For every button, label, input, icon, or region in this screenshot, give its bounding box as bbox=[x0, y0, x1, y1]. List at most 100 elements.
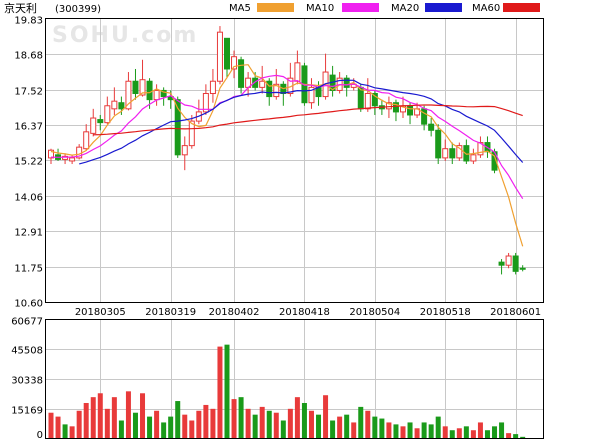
volume-y-tick-label: 45508 bbox=[11, 346, 43, 357]
volume-bar-up bbox=[308, 410, 314, 438]
candle-up bbox=[48, 149, 54, 159]
candle-down bbox=[146, 80, 153, 101]
candle-down bbox=[371, 93, 378, 107]
ma60-line bbox=[93, 104, 523, 136]
volume-bar-up bbox=[189, 420, 195, 438]
stock-name: 京天利 bbox=[4, 1, 37, 15]
candle-up bbox=[62, 155, 69, 160]
volume-bar-up bbox=[111, 397, 117, 438]
ma10-line bbox=[50, 74, 524, 200]
volume-bar-down bbox=[463, 426, 469, 438]
candle-up bbox=[231, 56, 238, 70]
candle-up bbox=[477, 142, 484, 156]
volume-bar-up bbox=[196, 410, 202, 438]
candle-up bbox=[209, 80, 216, 95]
volume-bar-down bbox=[407, 422, 413, 438]
legend-ma60-swatch bbox=[503, 3, 540, 12]
volume-bar-up bbox=[97, 393, 103, 438]
volume-bar-up bbox=[125, 391, 131, 438]
price-y-tick-label: 15.22 bbox=[14, 157, 43, 168]
volume-grid bbox=[46, 320, 543, 438]
date-tick-label: 20180518 bbox=[420, 307, 471, 318]
candle-down bbox=[357, 86, 364, 110]
candle-down bbox=[449, 148, 456, 159]
volume-bar-down bbox=[484, 430, 490, 438]
date-tick-label: 20180319 bbox=[145, 307, 196, 318]
volume-bar-down bbox=[301, 402, 307, 438]
volume-panel-frame bbox=[45, 319, 544, 439]
volume-bar-up bbox=[83, 402, 89, 438]
volume-bar-up bbox=[231, 399, 237, 438]
candle-up bbox=[153, 89, 160, 101]
volume-bar-up bbox=[48, 412, 54, 438]
candle-up bbox=[216, 31, 223, 82]
price-y-axis: 19.83 18.68 17.52 16.37 15.22 14.06 12.91 11.75… bbox=[14, 16, 43, 310]
volume-bar-down bbox=[358, 406, 364, 438]
volume-bar-up bbox=[337, 416, 343, 438]
volume-bar-up bbox=[182, 414, 188, 438]
volume-bar-up bbox=[154, 410, 160, 438]
price-y-tick-label: 16.37 bbox=[14, 122, 43, 133]
ma-lines bbox=[50, 64, 524, 247]
volume-bar-up bbox=[470, 430, 476, 438]
volume-bar-up bbox=[456, 428, 462, 438]
candle-up bbox=[273, 83, 280, 98]
ma5-line bbox=[50, 64, 524, 247]
candle-down bbox=[435, 129, 442, 159]
candle-up bbox=[111, 100, 118, 110]
volume-bar-down bbox=[393, 424, 399, 438]
volume-bar-down bbox=[330, 420, 336, 438]
volume-bar-up bbox=[506, 433, 512, 438]
volume-bar-up bbox=[442, 426, 448, 438]
candle-down bbox=[266, 80, 273, 98]
price-y-tick-label: 11.75 bbox=[14, 264, 43, 275]
volume-bar-down bbox=[168, 416, 174, 438]
candle-up bbox=[456, 145, 463, 159]
volume-bar-down bbox=[252, 414, 258, 438]
candle-down bbox=[512, 255, 519, 272]
price-y-tick-label: 17.52 bbox=[14, 87, 43, 98]
volume-y-tick-label: 0 bbox=[37, 430, 43, 440]
volume-bar-up bbox=[365, 410, 371, 438]
legend-ma60-label: MA60 bbox=[472, 3, 500, 14]
candle-up bbox=[181, 145, 188, 156]
date-tick-label: 20180601 bbox=[490, 307, 541, 318]
volume-bar-up bbox=[287, 408, 293, 438]
price-y-tick-label: 12.91 bbox=[14, 228, 43, 239]
date-tick-label: 20180305 bbox=[75, 307, 126, 318]
candle-down bbox=[132, 80, 139, 95]
price-y-tick-label: 18.68 bbox=[14, 51, 43, 62]
legend-ma20-label: MA20 bbox=[391, 3, 419, 14]
volume-bar-down bbox=[520, 436, 526, 438]
price-y-tick-label: 10.60 bbox=[14, 299, 43, 310]
volume-bar-up bbox=[259, 406, 265, 438]
volume-bar-down bbox=[175, 401, 181, 438]
volume-bar-up bbox=[273, 412, 279, 438]
volume-bar-down bbox=[266, 410, 272, 438]
candle-down bbox=[224, 37, 230, 70]
volume-bar-up bbox=[400, 426, 406, 438]
candle-down bbox=[428, 123, 435, 131]
volume-y-axis: 60677 45508 30338 15169 0 bbox=[11, 317, 43, 440]
candle-up bbox=[505, 255, 512, 266]
candle-up bbox=[139, 79, 146, 96]
candle-up bbox=[90, 117, 97, 134]
volume-bar-up bbox=[69, 426, 75, 438]
candle-up bbox=[294, 62, 301, 82]
volume-bars bbox=[48, 344, 526, 438]
candle-up bbox=[125, 80, 132, 110]
volume-bar-down bbox=[224, 344, 230, 438]
volume-bar-down bbox=[449, 430, 455, 438]
volume-bar-up bbox=[210, 408, 216, 438]
volume-bar-up bbox=[140, 393, 146, 438]
volume-bar-up bbox=[294, 397, 300, 438]
candle-down bbox=[498, 261, 505, 266]
price-y-tick-label: 19.83 bbox=[14, 16, 43, 27]
legend-ma5-swatch bbox=[257, 3, 294, 12]
price-panel-frame bbox=[45, 18, 544, 303]
candle-down bbox=[421, 108, 428, 125]
volume-bar-down bbox=[316, 414, 322, 438]
legend-ma5-label: MA5 bbox=[229, 3, 251, 14]
stock-code: (300399) bbox=[55, 4, 101, 15]
